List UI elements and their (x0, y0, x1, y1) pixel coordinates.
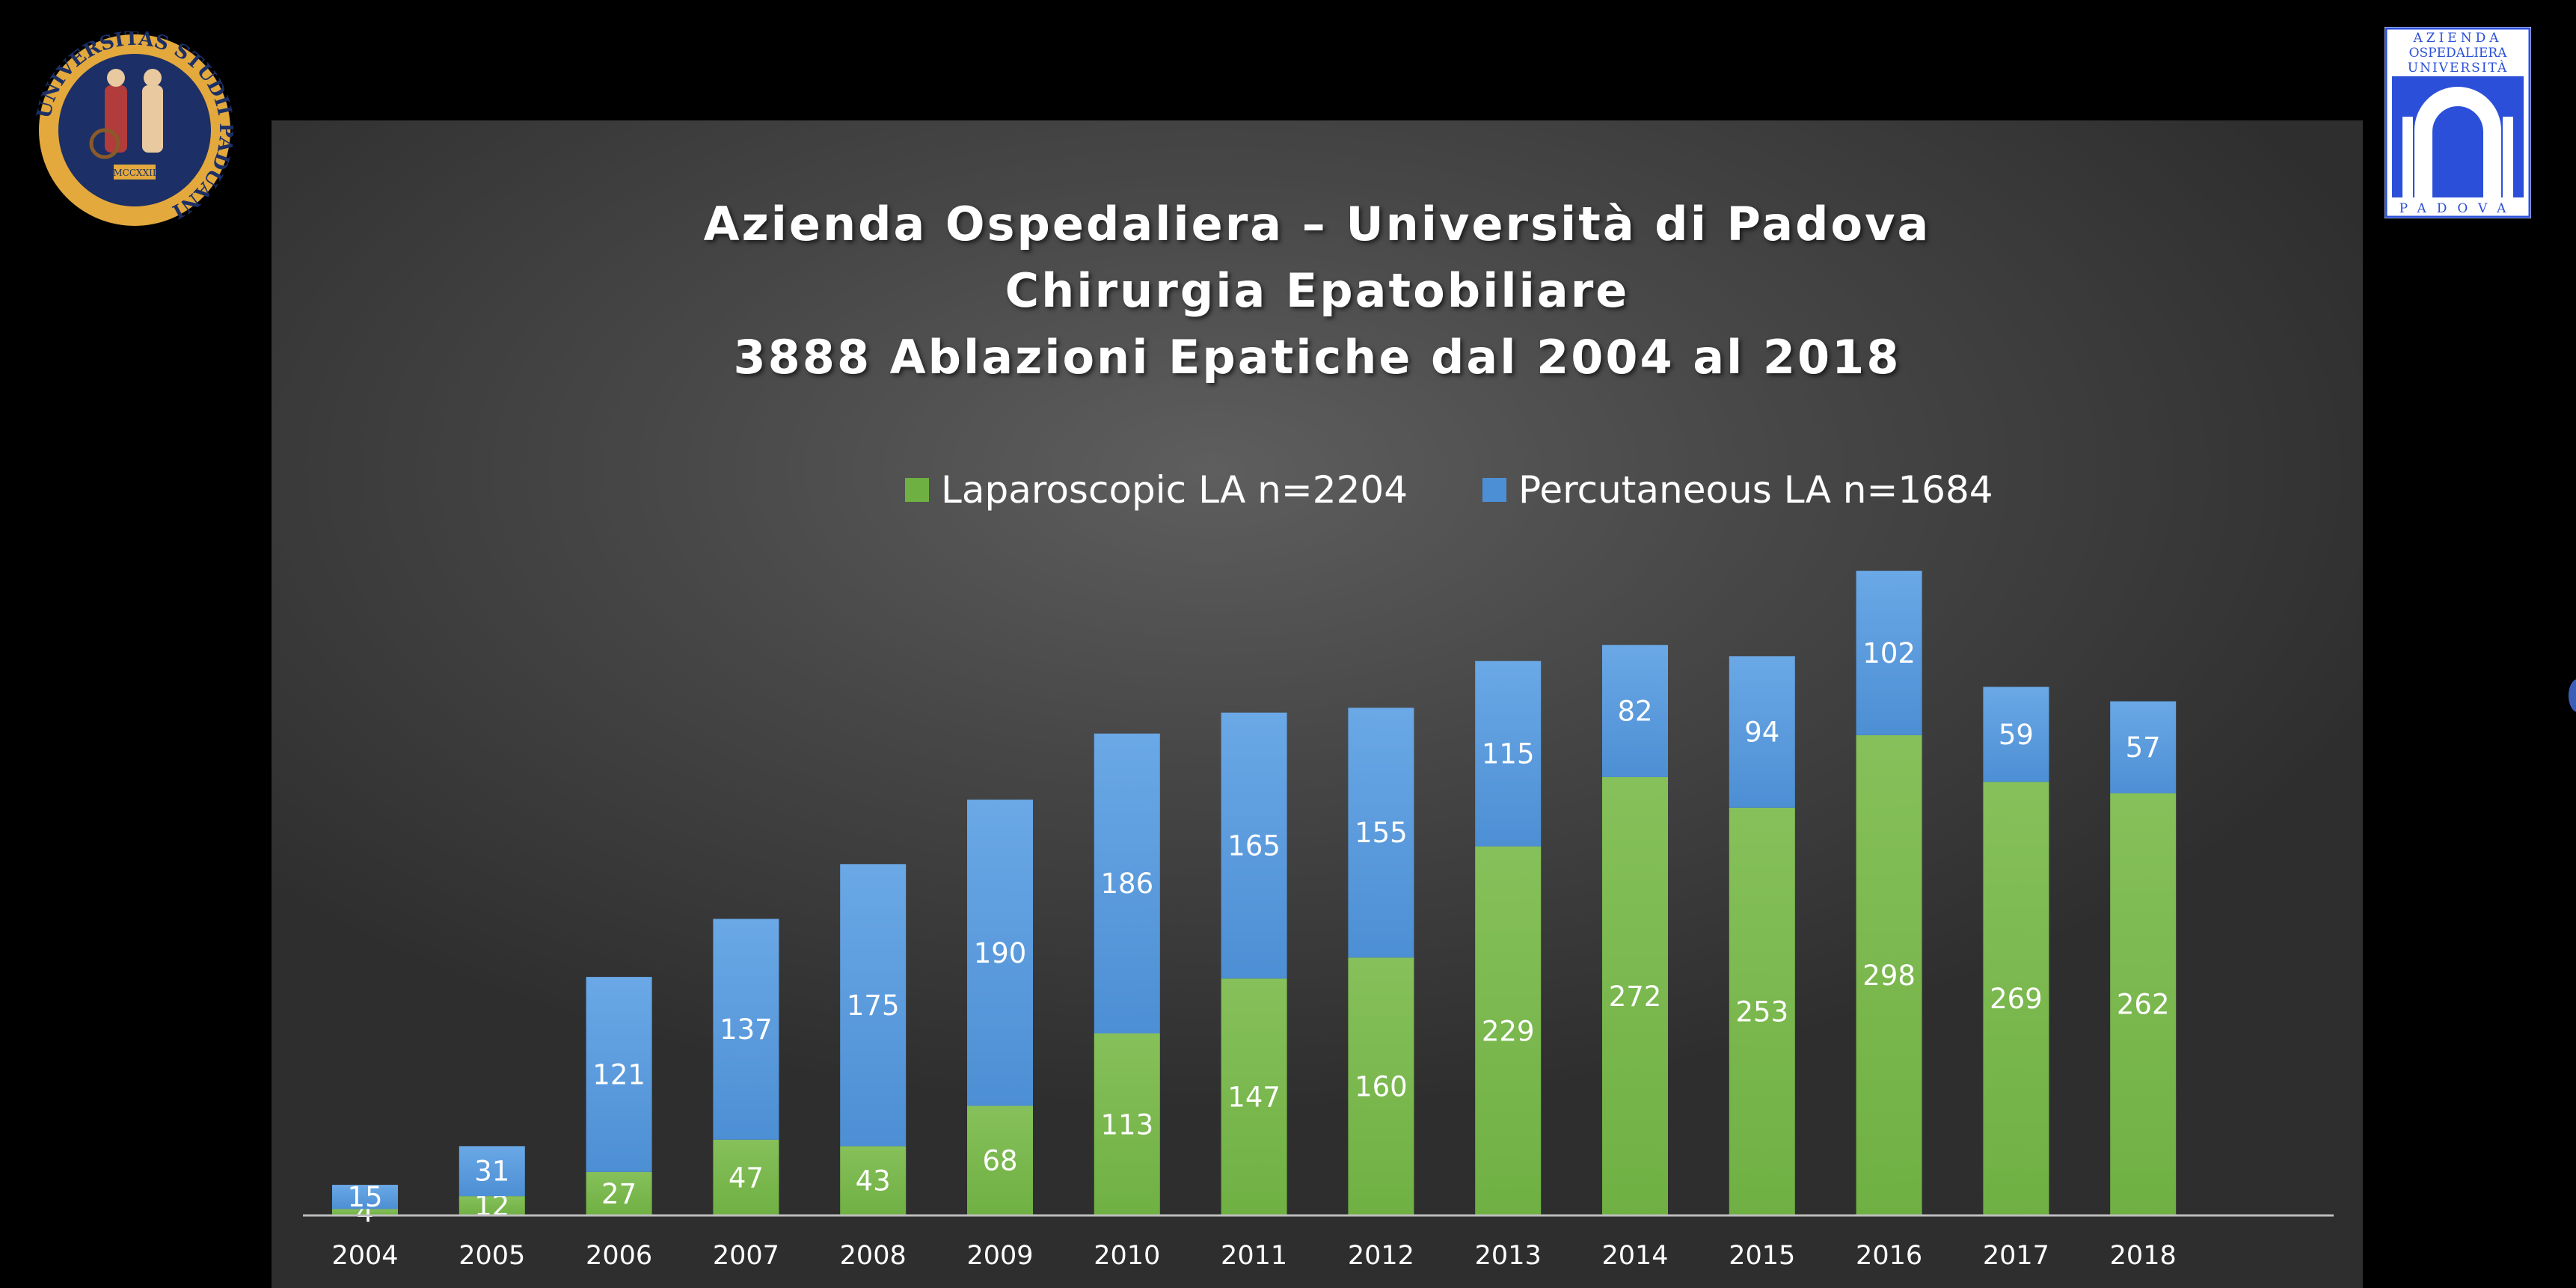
x-tick-label-2012: 2012 (1348, 1241, 1414, 1271)
bar-percutaneous-2015 (1729, 656, 1795, 808)
title-line-2: Chirurgia Epatobiliare (1005, 263, 1630, 318)
data-label-percutaneous-2013: 115 (1482, 738, 1535, 770)
data-label-percutaneous-2014: 82 (1617, 696, 1652, 728)
data-label-percutaneous-2007: 137 (720, 1013, 773, 1046)
bar-percutaneous-2017 (1983, 687, 2049, 782)
bar-percutaneous-2010 (1094, 733, 1160, 1034)
bar-laparoscopic-2013 (1475, 846, 1542, 1215)
bar-percutaneous-2013 (1475, 660, 1542, 847)
bar-percutaneous-2007 (713, 919, 779, 1140)
data-label-laparoscopic-2007: 47 (729, 1162, 764, 1194)
bar-laparoscopic-2005 (459, 1196, 525, 1215)
data-label-percutaneous-2006: 121 (592, 1058, 645, 1091)
data-label-percutaneous-2015: 94 (1744, 717, 1779, 749)
bar-percutaneous-2011 (1221, 712, 1287, 979)
data-label-laparoscopic-2006: 27 (601, 1178, 637, 1210)
data-label-laparoscopic-2016: 298 (1862, 960, 1916, 992)
chart-title: Azienda Ospedaliera – Università di Pado… (272, 191, 2363, 390)
legend-item-laparoscopic: Laparoscopic LA n=2204 (905, 468, 1408, 512)
data-label-laparoscopic-2009: 68 (982, 1145, 1017, 1177)
data-label-percutaneous-2016: 102 (1862, 637, 1916, 669)
legend: Laparoscopic LA n=2204 Percutaneous LA n… (905, 464, 2068, 516)
bar-laparoscopic-2004 (332, 1209, 398, 1215)
bar-laparoscopic-2008 (840, 1146, 907, 1215)
bar-laparoscopic-2014 (1602, 776, 1668, 1215)
legend-label-laparoscopic: Laparoscopic LA n=2204 (941, 468, 1408, 512)
bar-laparoscopic-2018 (2110, 793, 2177, 1215)
logo-line-2: OSPEDALIERA (2409, 46, 2508, 61)
bar-percutaneous-2018 (2110, 701, 2177, 794)
data-label-percutaneous-2008: 175 (847, 990, 900, 1022)
legend-swatch-percutaneous (1482, 478, 1506, 502)
logo-line-bottom: PADOVA (2399, 201, 2517, 216)
bar-percutaneous-2008 (840, 864, 907, 1147)
data-label-percutaneous-2009: 190 (974, 937, 1027, 969)
bar-laparoscopic-2016 (1856, 735, 1922, 1215)
bar-percutaneous-2014 (1602, 645, 1668, 777)
data-label-percutaneous-2010: 186 (1100, 868, 1153, 900)
x-tick-label-2016: 2016 (1856, 1241, 1922, 1271)
bar-laparoscopic-2017 (1983, 782, 2049, 1215)
x-tick-label-2005: 2005 (459, 1241, 525, 1271)
bar-percutaneous-2006 (586, 977, 652, 1172)
x-tick-label-2010: 2010 (1094, 1241, 1160, 1271)
x-tick-label-2006: 2006 (586, 1241, 652, 1271)
bar-percutaneous-2004 (332, 1185, 398, 1209)
x-tick-label-2011: 2011 (1221, 1241, 1287, 1271)
title-line-1: Azienda Ospedaliera – Università di Pado… (703, 197, 1931, 251)
logo-line-3: UNIVERSITÀ (2408, 60, 2508, 76)
data-label-laparoscopic-2012: 160 (1355, 1071, 1408, 1103)
legend-item-percutaneous: Percutaneous LA n=1684 (1482, 468, 1993, 512)
x-tick-label-2007: 2007 (713, 1241, 779, 1271)
x-tick-label-2018: 2018 (2110, 1241, 2177, 1271)
x-tick-label-2017: 2017 (1983, 1241, 2049, 1271)
x-tick-label-2008: 2008 (840, 1241, 907, 1271)
university-seal-logo: UNIVERSITAS STUDII PADUANI MCCXXII (36, 31, 233, 226)
bar-laparoscopic-2012 (1348, 957, 1414, 1215)
x-tick-label-2015: 2015 (1729, 1241, 1795, 1271)
data-label-laparoscopic-2014: 272 (1609, 981, 1662, 1013)
bar-laparoscopic-2010 (1094, 1033, 1160, 1215)
bar-laparoscopic-2006 (586, 1171, 652, 1215)
data-label-laparoscopic-2013: 229 (1482, 1015, 1535, 1047)
bar-laparoscopic-2007 (713, 1139, 779, 1215)
hospital-building-icon (2392, 76, 2524, 198)
x-tick-label-2009: 2009 (966, 1241, 1033, 1271)
bar-percutaneous-2005 (459, 1146, 525, 1197)
data-label-percutaneous-2004: 15 (347, 1181, 382, 1213)
data-label-percutaneous-2012: 155 (1355, 817, 1408, 849)
data-label-laparoscopic-2010: 113 (1100, 1108, 1153, 1141)
data-label-laparoscopic-2018: 262 (2117, 989, 2170, 1021)
hospital-logo: AZIENDA OSPEDALIERA UNIVERSITÀ PADOVA (2385, 27, 2531, 218)
bar-laparoscopic-2009 (967, 1105, 1033, 1215)
data-label-laparoscopic-2011: 147 (1227, 1082, 1281, 1114)
bar-percutaneous-2012 (1348, 708, 1414, 958)
seal-figure-right (142, 85, 163, 153)
data-label-percutaneous-2011: 165 (1227, 829, 1281, 862)
seal-year: MCCXXII (113, 168, 156, 178)
seal-inner-field (58, 54, 211, 206)
bar-percutaneous-2016 (1856, 571, 1922, 735)
bar-laparoscopic-2011 (1221, 978, 1287, 1215)
data-label-laparoscopic-2017: 269 (1990, 983, 2043, 1015)
x-tick-label-2004: 2004 (331, 1241, 398, 1271)
seal-figure-left (105, 85, 127, 153)
data-label-percutaneous-2005: 31 (474, 1156, 509, 1188)
seal-wheel-icon (89, 128, 120, 159)
title-line-3: 3888 Ablazioni Epatiche dal 2004 al 2018 (733, 330, 1901, 384)
data-label-percutaneous-2018: 57 (2126, 732, 2161, 764)
x-tick-label-2014: 2014 (1601, 1241, 1668, 1271)
bar-laparoscopic-2015 (1729, 807, 1795, 1215)
edge-dot (2569, 679, 2576, 712)
legend-label-percutaneous: Percutaneous LA n=1684 (1518, 468, 1993, 512)
bar-percutaneous-2009 (967, 800, 1033, 1106)
x-tick-label-2013: 2013 (1475, 1241, 1542, 1271)
data-label-percutaneous-2017: 59 (1999, 719, 2034, 751)
legend-swatch-laparoscopic (905, 478, 929, 502)
logo-line-1: AZIENDA (2413, 31, 2503, 46)
data-label-laparoscopic-2015: 253 (1735, 996, 1788, 1028)
data-label-laparoscopic-2008: 43 (856, 1165, 891, 1197)
